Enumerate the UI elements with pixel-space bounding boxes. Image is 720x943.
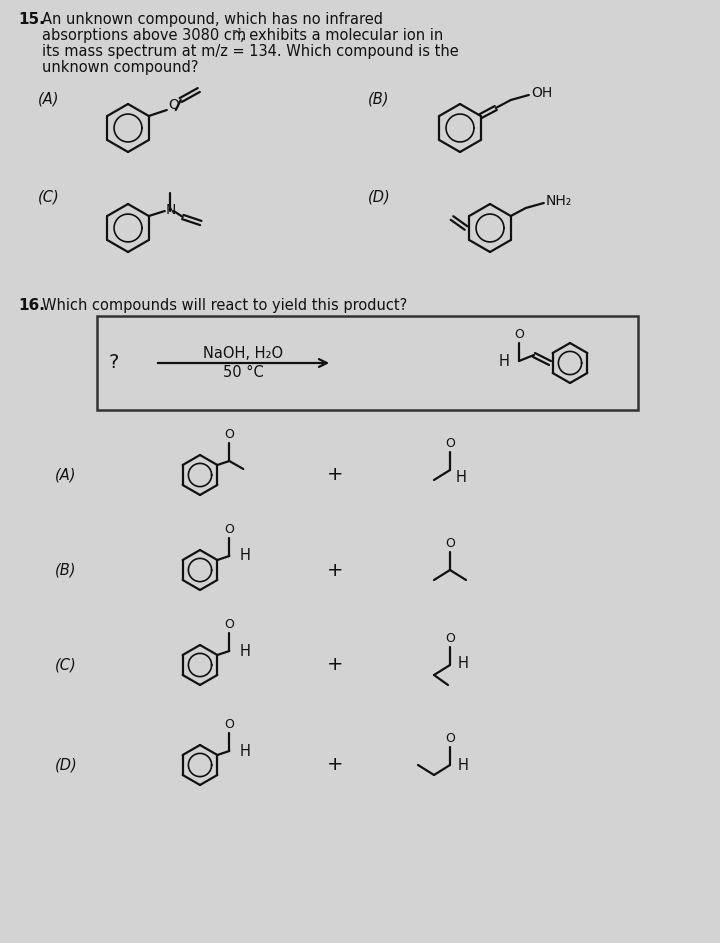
Text: (C): (C)	[55, 657, 77, 672]
Text: O: O	[168, 98, 179, 112]
Text: (C): (C)	[38, 190, 60, 205]
Text: H: H	[458, 655, 469, 670]
Text: NaOH, H₂O: NaOH, H₂O	[204, 346, 284, 361]
Text: (A): (A)	[38, 92, 60, 107]
Text: O: O	[445, 537, 455, 550]
Text: (A): (A)	[55, 468, 76, 483]
Text: An unknown compound, which has no infrared: An unknown compound, which has no infrar…	[42, 12, 383, 27]
Text: O: O	[514, 328, 524, 341]
Text: H: H	[498, 354, 509, 369]
Text: (D): (D)	[368, 190, 391, 205]
Text: absorptions above 3080 cm: absorptions above 3080 cm	[42, 28, 246, 43]
Text: +: +	[327, 466, 343, 485]
Text: O: O	[225, 428, 234, 441]
Text: H: H	[458, 757, 469, 772]
Text: O: O	[225, 718, 234, 731]
Text: 15.: 15.	[18, 12, 45, 27]
Text: (B): (B)	[368, 92, 390, 107]
Text: Which compounds will react to yield this product?: Which compounds will react to yield this…	[42, 298, 408, 313]
Text: O: O	[225, 523, 234, 536]
Text: +: +	[327, 755, 343, 774]
Text: +: +	[327, 655, 343, 674]
Text: unknown compound?: unknown compound?	[42, 60, 199, 75]
Text: (D): (D)	[55, 757, 78, 772]
Text: ⁻¹: ⁻¹	[231, 27, 242, 40]
Text: H: H	[239, 549, 250, 564]
Text: 50 °C: 50 °C	[223, 365, 264, 380]
Text: OH: OH	[531, 86, 552, 100]
Text: +: +	[327, 560, 343, 580]
Text: , exhibits a molecular ion in: , exhibits a molecular ion in	[240, 28, 444, 43]
Text: O: O	[445, 632, 455, 645]
Text: H: H	[239, 643, 250, 658]
Text: H: H	[456, 471, 467, 486]
Text: ?: ?	[109, 354, 120, 372]
Text: N: N	[166, 203, 176, 217]
Text: H: H	[239, 743, 250, 758]
Text: (B): (B)	[55, 563, 76, 577]
Text: NH₂: NH₂	[546, 194, 572, 208]
Text: its mass spectrum at m/z = 134. Which compound is the: its mass spectrum at m/z = 134. Which co…	[42, 44, 459, 59]
Text: 16.: 16.	[18, 298, 45, 313]
Text: O: O	[445, 732, 455, 745]
Text: O: O	[445, 437, 455, 450]
Text: O: O	[225, 618, 234, 631]
Bar	[97, 316, 638, 410]
